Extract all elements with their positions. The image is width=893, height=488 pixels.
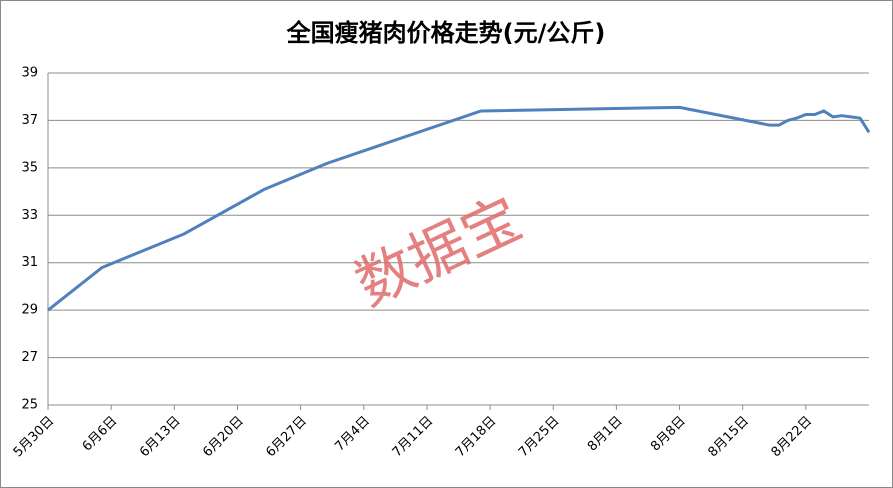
y-tick-label: 37 bbox=[21, 113, 38, 128]
chart-title: 全国瘦猪肉价格走势(元/公斤) bbox=[286, 19, 606, 47]
y-tick-label: 39 bbox=[21, 66, 38, 81]
y-tick-label: 29 bbox=[21, 303, 38, 318]
y-tick-label: 31 bbox=[21, 255, 38, 270]
y-tick-label: 35 bbox=[21, 160, 38, 175]
y-tick-label: 25 bbox=[21, 398, 38, 413]
data-line bbox=[47, 105, 871, 312]
y-tick-label: 27 bbox=[21, 350, 38, 365]
y-tick-label: 33 bbox=[21, 208, 38, 223]
